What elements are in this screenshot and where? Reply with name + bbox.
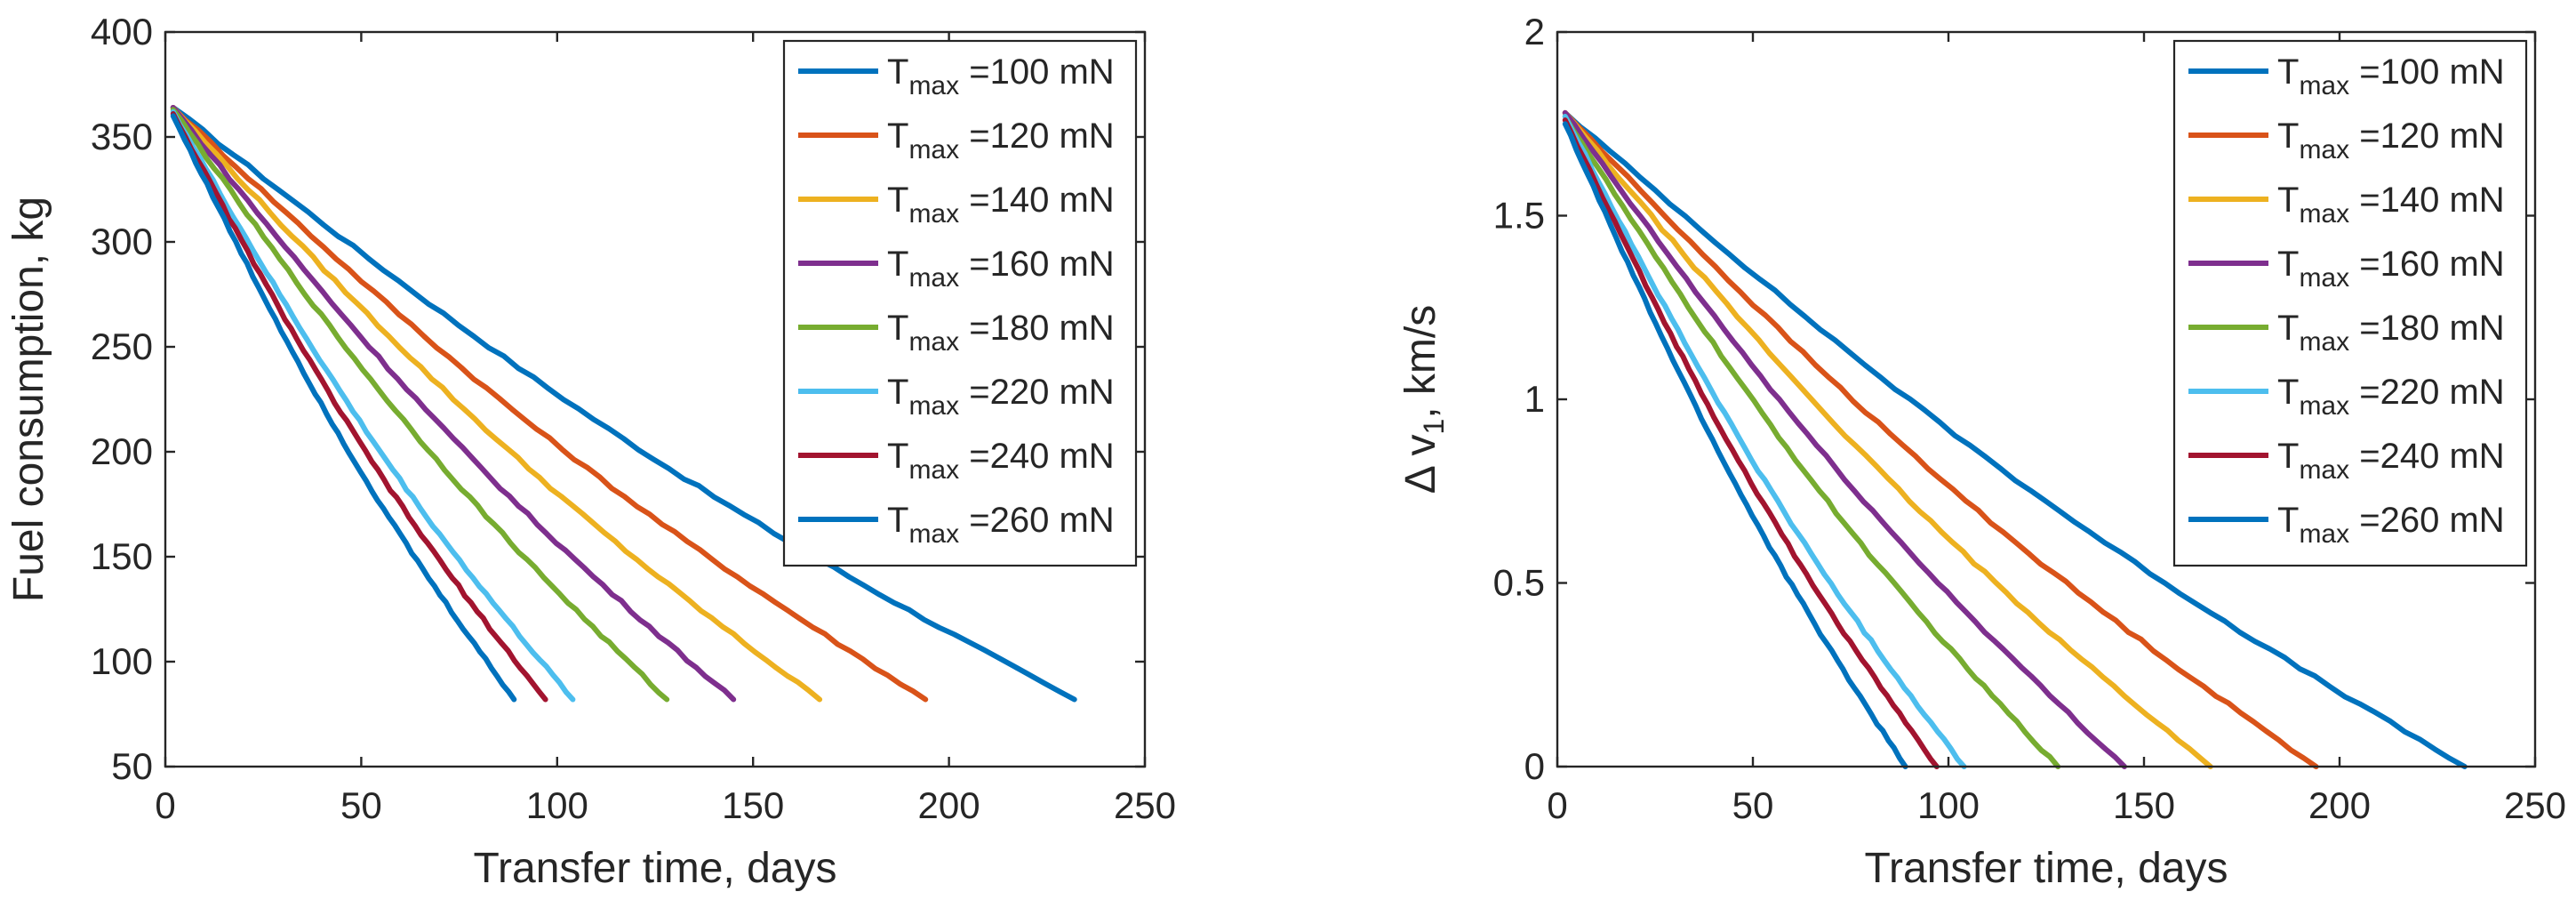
chart-0-y-axis-label: Fuel consumption, kg <box>5 197 52 602</box>
chart-1-ytick-label-2: 1 <box>1524 378 1545 420</box>
chart-0-xtick-label-3: 150 <box>722 784 784 826</box>
chart-0-legend-label-2: Tmax =140 mN <box>887 181 1115 229</box>
chart-0-xtick-label-4: 200 <box>918 784 980 826</box>
chart-1-legend <box>2172 39 2528 567</box>
chart-0-xtick-label-0: 0 <box>155 784 175 826</box>
chart-1-xtick-label-4: 200 <box>2308 784 2371 826</box>
chart-1-series-line-4 <box>1562 114 2061 769</box>
chart-1-ytick-label-4: 2 <box>1524 11 1545 52</box>
chart-0-ytick-label-2: 150 <box>91 535 153 577</box>
chart-1-y-axis-label: Δ v1, km/s <box>1397 305 1450 494</box>
chart-0-legend-label-7: Tmax =260 mN <box>887 501 1115 549</box>
chart-0-xtick-label-2: 100 <box>526 784 588 826</box>
chart-0-legend-label-3: Tmax =160 mN <box>887 245 1115 293</box>
chart-1-ytick-label-3: 1.5 <box>1493 195 1545 237</box>
chart-1-series-line-3 <box>1562 109 2127 769</box>
chart-0-series-line-6 <box>170 111 548 703</box>
chart-1-legend-label-4: Tmax =180 mN <box>2277 309 2505 357</box>
chart-1-ytick-label-0: 0 <box>1524 745 1545 787</box>
chart-0-series-line-2 <box>170 105 823 703</box>
chart-0-legend-label-5: Tmax =220 mN <box>887 373 1115 421</box>
chart-0-legend-label-0: Tmax =100 mN <box>887 52 1115 100</box>
chart-0-xtick-label-1: 50 <box>340 784 382 826</box>
chart-1-xtick-label-0: 0 <box>1547 784 1567 826</box>
chart-0-x-axis-label: Transfer time, days <box>473 845 836 892</box>
chart-0-series-line-0 <box>170 105 1077 703</box>
chart-1-series-line-1 <box>1562 109 2319 769</box>
chart-1-series-line-2 <box>1562 109 2213 769</box>
chart-1-legend-label-3: Tmax =160 mN <box>2277 245 2505 293</box>
chart-0-ytick-label-7: 400 <box>91 11 153 52</box>
chart-0-ytick-label-5: 300 <box>91 221 153 262</box>
chart-1-xtick-label-5: 250 <box>2504 784 2566 826</box>
chart-0-legend-label-6: Tmax =240 mN <box>887 437 1115 485</box>
chart-1-legend-label-7: Tmax =260 mN <box>2277 501 2505 549</box>
chart-1-legend-label-5: Tmax =220 mN <box>2277 373 2505 421</box>
chart-0-ytick-label-3: 200 <box>91 430 153 472</box>
chart-1-legend-label-2: Tmax =140 mN <box>2277 181 2505 229</box>
chart-0-series-line-3 <box>170 105 737 703</box>
chart-1-legend-label-1: Tmax =120 mN <box>2277 117 2505 165</box>
chart-1-ytick-label-1: 0.5 <box>1493 562 1545 604</box>
chart-1-series-line-6 <box>1562 117 1940 769</box>
chart-1-legend-label-0: Tmax =100 mN <box>2277 52 2505 100</box>
chart-0-ytick-label-0: 50 <box>111 745 153 787</box>
chart-0-xtick-label-5: 250 <box>1114 784 1176 826</box>
chart-1-series-line-5 <box>1562 114 1967 769</box>
chart-1-legend-label-6: Tmax =240 mN <box>2277 437 2505 485</box>
chart-1-x-axis-label: Transfer time, days <box>1864 845 2228 892</box>
chart-0-series-line-7 <box>170 113 517 703</box>
chart-fuel-consumption: 0 50 100 150 200 25050100150200250300350400Tr… <box>5 11 1176 892</box>
chart-1-xtick-label-3: 150 <box>2113 784 2175 826</box>
chart-0-series-line-5 <box>170 108 576 703</box>
chart-0-legend-label-4: Tmax =180 mN <box>887 309 1115 357</box>
chart-0-ytick-label-1: 100 <box>91 640 153 682</box>
chart-1-xtick-label-1: 50 <box>1732 784 1774 826</box>
chart-0-legend <box>782 39 1138 567</box>
chart-0-legend-label-1: Tmax =120 mN <box>887 117 1115 165</box>
chart-0-ytick-label-4: 250 <box>91 325 153 367</box>
chart-1-series-line-7 <box>1562 121 1908 769</box>
chart-0-series-line-4 <box>170 107 670 703</box>
chart-0-ytick-label-6: 350 <box>91 116 153 157</box>
chart-1-xtick-label-2: 100 <box>1917 784 1980 826</box>
chart-delta-v: 0 50 100 150 200 250 0 0.5 1 1.5 2 Transfer time, d… <box>1397 11 2566 892</box>
chart-0-series-line-1 <box>170 105 929 703</box>
chart-0-axes-box <box>164 30 1147 768</box>
chart-1-series-line-0 <box>1562 109 2468 769</box>
